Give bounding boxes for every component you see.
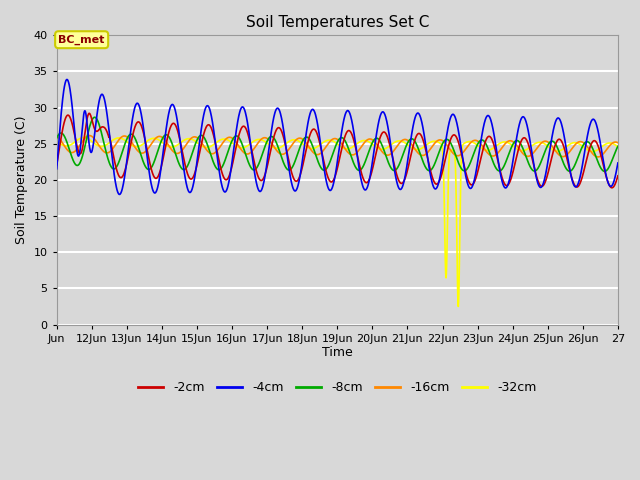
Text: BC_met: BC_met <box>58 35 105 45</box>
-2cm <box>53 162 61 168</box>
-32cm <box>53 138 61 144</box>
-4cm <box>116 192 124 197</box>
-8cm <box>601 168 609 174</box>
-2cm <box>336 155 344 161</box>
Line: -4cm: -4cm <box>57 80 618 194</box>
-16cm <box>53 133 61 139</box>
-4cm <box>407 138 415 144</box>
Line: -8cm: -8cm <box>57 117 618 171</box>
-2cm <box>614 173 621 179</box>
-32cm <box>406 144 414 150</box>
-8cm <box>53 135 61 141</box>
Title: Soil Temperatures Set C: Soil Temperatures Set C <box>246 15 429 30</box>
-16cm <box>271 144 278 150</box>
-2cm <box>575 182 583 188</box>
-16cm <box>566 148 574 154</box>
-32cm <box>606 140 614 146</box>
-2cm <box>406 156 414 161</box>
-8cm <box>271 136 278 142</box>
-16cm <box>336 139 344 144</box>
-8cm <box>575 151 583 157</box>
Line: -16cm: -16cm <box>57 135 618 157</box>
-16cm <box>86 132 93 138</box>
-4cm <box>53 166 61 172</box>
-32cm <box>454 304 462 310</box>
-4cm <box>63 77 70 83</box>
-8cm <box>606 163 614 168</box>
-16cm <box>594 154 602 160</box>
-2cm <box>271 132 278 138</box>
-32cm <box>576 141 584 147</box>
-32cm <box>271 145 278 151</box>
-2cm <box>608 185 616 191</box>
-32cm <box>614 144 621 150</box>
-2cm <box>605 183 613 189</box>
-4cm <box>576 176 584 181</box>
-32cm <box>567 141 575 146</box>
-4cm <box>567 172 575 178</box>
Y-axis label: Soil Temperature (C): Soil Temperature (C) <box>15 116 28 244</box>
-8cm <box>406 136 414 142</box>
-32cm <box>80 135 88 141</box>
-4cm <box>336 139 344 145</box>
-8cm <box>91 114 99 120</box>
-16cm <box>614 140 621 145</box>
-16cm <box>406 140 414 145</box>
-16cm <box>606 143 614 148</box>
-4cm <box>614 160 621 166</box>
Line: -32cm: -32cm <box>57 138 618 307</box>
-32cm <box>336 143 344 149</box>
-2cm <box>566 170 574 176</box>
-2cm <box>86 110 93 116</box>
X-axis label: Time: Time <box>322 347 353 360</box>
-8cm <box>614 144 621 149</box>
-4cm <box>271 110 278 116</box>
-4cm <box>606 183 614 189</box>
-8cm <box>336 136 344 142</box>
Line: -2cm: -2cm <box>57 113 618 188</box>
-16cm <box>575 139 583 144</box>
Legend: -2cm, -4cm, -8cm, -16cm, -32cm: -2cm, -4cm, -8cm, -16cm, -32cm <box>133 376 541 399</box>
-8cm <box>566 168 574 174</box>
